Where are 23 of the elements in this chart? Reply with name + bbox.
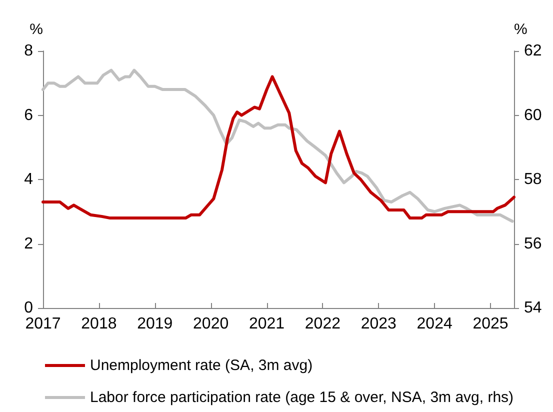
y-axis-title: % xyxy=(30,21,43,38)
y2-tick-label: 54 xyxy=(524,300,542,316)
legend-label: Unemployment rate (SA, 3m avg) xyxy=(90,357,313,374)
y2-tick-label: 62 xyxy=(524,42,542,60)
x-tick-label: 2025 xyxy=(472,316,508,332)
y2-axis-title: % xyxy=(514,21,528,38)
y-tick-label: 4 xyxy=(24,171,34,188)
x-tick-label: 2017 xyxy=(25,316,61,332)
legend-label: Labor force participation rate (age 15 & over, NSA, 3m avg, rhs) xyxy=(90,389,514,406)
y2-tick-label: 56 xyxy=(524,235,542,252)
x-tick-label: 2019 xyxy=(137,316,173,332)
y-tick-label: 8 xyxy=(24,42,34,60)
x-tick-label: 2024 xyxy=(416,316,452,332)
y-tick-label: 0 xyxy=(24,300,34,316)
y2-tick-label: 58 xyxy=(524,171,542,188)
y2-tick-label: 60 xyxy=(524,106,542,124)
x-tick-label: 2020 xyxy=(193,316,229,332)
x-tick-label: 2022 xyxy=(304,316,341,332)
x-tick-label: 2023 xyxy=(360,316,397,332)
y-tick-label: 6 xyxy=(24,106,34,124)
x-tick-label: 2021 xyxy=(248,316,285,332)
x-tick-label: 2018 xyxy=(81,316,117,332)
y-tick-label: 2 xyxy=(24,235,34,252)
